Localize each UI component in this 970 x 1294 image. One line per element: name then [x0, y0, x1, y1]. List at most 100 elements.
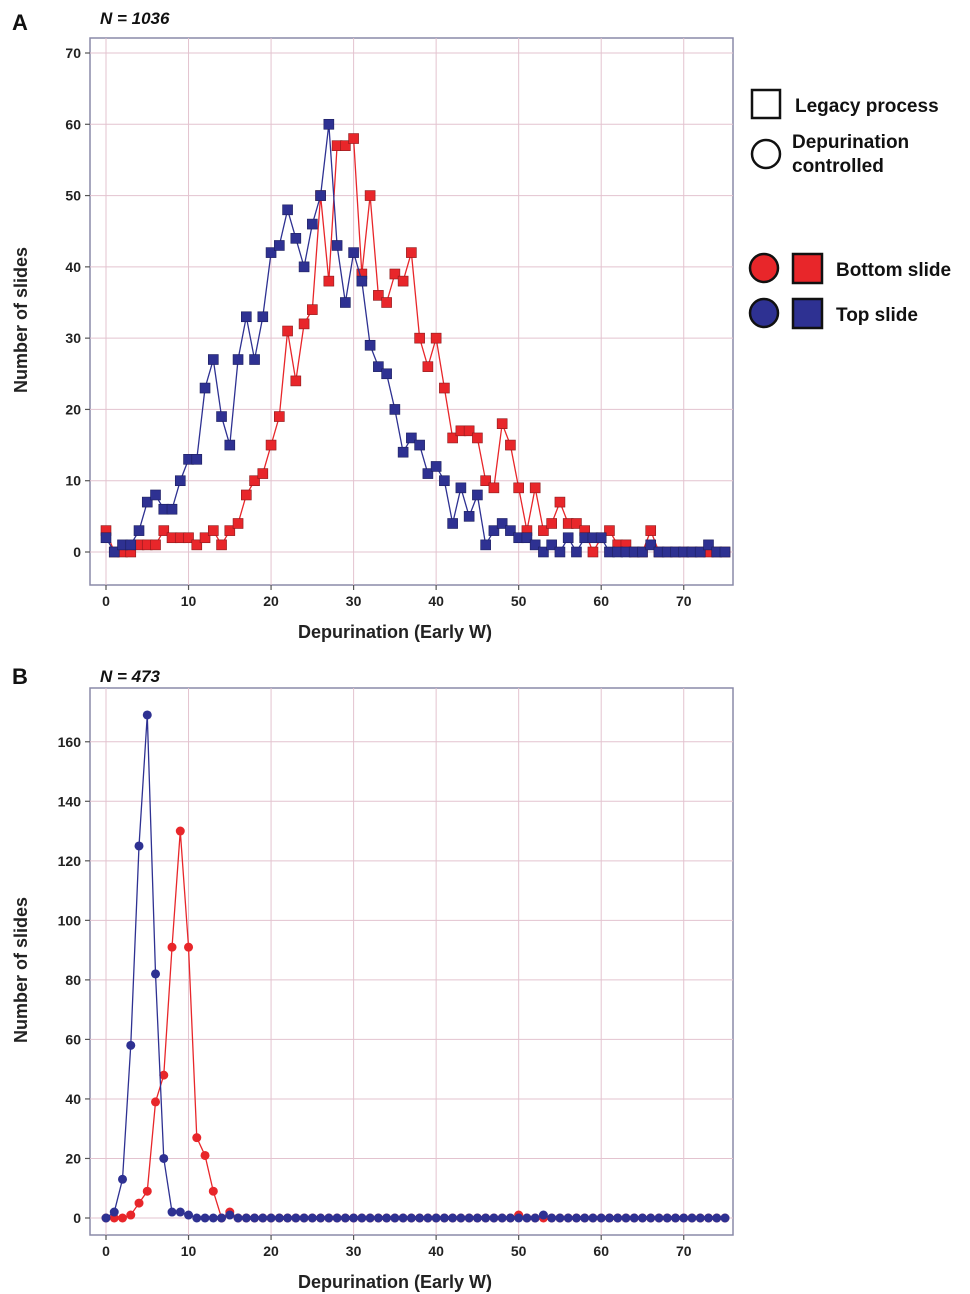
panel-a-top-point [637, 546, 648, 558]
panel-b-y-axis-title: Number of slides [11, 897, 31, 1043]
panel-a-bottom-point [488, 482, 500, 494]
panel-b-y-tick-label: 20 [65, 1150, 81, 1166]
panel-b-top-point [192, 1213, 202, 1223]
panel-b-bottom-point [200, 1150, 210, 1160]
panel-a-top-point [719, 546, 731, 558]
panel-b-top-point [266, 1213, 276, 1223]
panel-b-top-point [621, 1213, 631, 1223]
panel-a-y-tick-label: 50 [65, 188, 81, 204]
panel-a-bottom-point [183, 532, 194, 544]
panel-a-x-tick-label: 0 [102, 593, 110, 609]
panel-a-bottom-point [645, 525, 657, 536]
panel-b-top-point [332, 1213, 342, 1223]
panel-b-top-point [530, 1213, 540, 1223]
panel-b-y-tick-label: 0 [73, 1210, 81, 1226]
panel-b-top-point [134, 841, 144, 851]
panel-a-bottom-point [199, 532, 211, 544]
panel-b-top-point [167, 1207, 177, 1217]
panel-b-top-point [580, 1213, 590, 1223]
panel-a-bottom-point [348, 133, 359, 144]
panel-b-top-point [200, 1213, 210, 1223]
panel-b-top-point [208, 1213, 218, 1223]
panel-a-bottom-point [249, 475, 260, 487]
panel-a-x-tick-label: 10 [181, 593, 197, 609]
panel-b-tick-labels: 0 10 20 30 40 50 60 70 0 20 40 60 80 100 120 140 160 [58, 734, 692, 1259]
panel-b-top-point [547, 1213, 557, 1223]
panel-a-top-point [274, 240, 285, 251]
panel-a-bottom-point [323, 275, 335, 287]
panel-a-top-point [174, 475, 186, 487]
panel-b-top-point [324, 1213, 334, 1223]
panel-b-top-point [563, 1213, 573, 1223]
panel-b: B N = 473 0 10 20 30 40 50 60 70 0 20 40 60 80 100 120… [11, 664, 734, 1292]
panel-a-top-point [257, 311, 269, 323]
panel-b-top-point [596, 1213, 606, 1223]
panel-a-x-axis-title: Depurination (Early W) [298, 622, 492, 642]
panel-a-top-point [488, 525, 500, 536]
panel-a-bottom-point [274, 411, 285, 422]
panel-b-bottom-point [167, 942, 177, 952]
legend: Legacy process Depurination controlled B… [748, 88, 951, 330]
panel-b-top-point [646, 1213, 656, 1223]
panel-b-top-point [670, 1213, 680, 1223]
panel-a-bottom-point [158, 525, 170, 536]
panel-a-bottom-point [381, 297, 392, 308]
panel-b-top-point [439, 1213, 449, 1223]
panel-b-top-point [373, 1213, 383, 1223]
panel-a-x-tick-label: 30 [346, 593, 362, 609]
panel-b-top-point [555, 1213, 565, 1223]
panel-a-top-point [496, 518, 508, 529]
legend-square-marker-icon [750, 88, 782, 120]
panel-b-top-point [225, 1210, 235, 1220]
panel-a-top-point [406, 432, 417, 444]
panel-b-top-point [217, 1213, 227, 1223]
panel-b-top-point [522, 1213, 532, 1223]
panel-a-bottom-point [480, 475, 491, 487]
panel-a-series-top [100, 118, 731, 558]
panel-b-top-point [340, 1213, 350, 1223]
panel-a-top-point [562, 532, 574, 544]
panel-a-series [100, 118, 731, 558]
panel-a-top-point [529, 539, 541, 551]
panel-b-y-tick-label: 60 [65, 1031, 81, 1047]
panel-b-top-point [365, 1213, 375, 1223]
panel-a-bottom-point [265, 439, 277, 451]
panel-a-top-point [298, 261, 310, 273]
panel-b-top-point [629, 1213, 639, 1223]
panel-b-top-point [431, 1213, 441, 1223]
panel-a-top-point [554, 546, 566, 558]
panel-b-top-point [679, 1213, 689, 1223]
panel-a-top-point [430, 461, 442, 472]
panel-a-top-point [422, 468, 434, 479]
panel-a-y-tick-label: 30 [65, 330, 81, 346]
panel-a-x-tick-label: 70 [676, 593, 692, 609]
panel-b-x-tick-label: 40 [428, 1243, 444, 1259]
panel-b-bottom-point [134, 1198, 144, 1208]
panel-a-bottom-point [604, 525, 615, 536]
panel-b-top-point [184, 1210, 194, 1220]
panel-b-top-point [423, 1213, 433, 1223]
panel-b-top-point [489, 1213, 499, 1223]
panel-b-top-point [448, 1213, 458, 1223]
panel-a-bottom-point [463, 425, 475, 437]
panel-b-top-point [307, 1213, 317, 1223]
panel-a-x-tick-label: 50 [511, 593, 527, 609]
panel-a-bottom-point [232, 518, 244, 529]
panel-a-top-point [191, 454, 203, 465]
panel-a-bottom-point [538, 525, 549, 536]
panel-a-top-point [315, 190, 326, 201]
panel-a-bottom-point [307, 304, 318, 315]
panel-b-top-point [505, 1213, 515, 1223]
panel-a-top-point [389, 404, 401, 415]
panel-b-top-point [406, 1213, 416, 1223]
legend-bottom-circle-icon [748, 252, 780, 284]
panel-b-top-point [712, 1213, 722, 1223]
panel-a-top-point [364, 339, 376, 351]
panel-b-x-tick-label: 0 [102, 1243, 110, 1259]
panel-a-top-point [414, 439, 425, 451]
panel-a-bottom-point [430, 332, 442, 344]
panel-b-top-point [126, 1040, 136, 1050]
panel-a-top-point [282, 204, 293, 216]
panel-a-top-point [125, 539, 137, 551]
